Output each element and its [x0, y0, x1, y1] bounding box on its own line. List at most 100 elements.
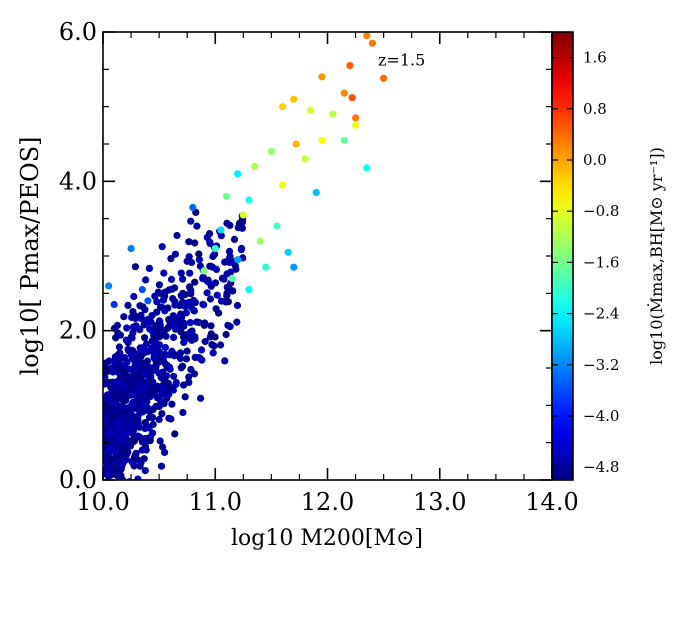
data-point: [225, 255, 233, 263]
data-point: [151, 292, 159, 300]
data-point: [195, 318, 203, 327]
data-point: [301, 155, 309, 163]
data-point: [221, 357, 229, 365]
data-point: [165, 414, 173, 422]
data-point: [113, 378, 122, 386]
data-point: [147, 377, 155, 385]
data-point: [150, 352, 158, 360]
colorbar-tick-label: −4.8: [583, 458, 619, 476]
data-point: [165, 316, 173, 324]
data-point: [179, 408, 187, 417]
data-point: [179, 289, 187, 297]
data-point: [245, 196, 253, 204]
data-point: [145, 413, 153, 422]
data-point: [131, 312, 139, 320]
data-point: [158, 243, 166, 251]
data-point: [224, 321, 232, 329]
data-point: [122, 396, 130, 404]
data-point: [187, 365, 195, 374]
data-point: [267, 147, 275, 156]
data-point: [137, 353, 145, 361]
data-point: [167, 255, 175, 263]
data-point: [135, 423, 143, 431]
data-point: [153, 321, 161, 329]
data-point: [123, 324, 131, 332]
data-point: [290, 263, 298, 271]
x-tick-label: 10.0: [76, 488, 129, 516]
data-point: [128, 391, 136, 399]
data-point: [165, 390, 173, 399]
data-point: [191, 278, 199, 286]
data-point: [136, 302, 144, 310]
data-point: [107, 471, 115, 479]
data-point: [114, 472, 122, 480]
data-point: [182, 355, 191, 363]
data-point: [161, 307, 169, 315]
data-point: [166, 383, 174, 391]
data-point: [143, 318, 151, 327]
data-point: [162, 378, 170, 386]
data-point: [176, 354, 185, 363]
data-point: [115, 364, 123, 372]
data-point: [250, 162, 259, 170]
data-point: [171, 250, 179, 258]
data-point: [232, 265, 240, 273]
data-point: [234, 256, 242, 264]
data-point: [120, 313, 128, 321]
data-point: [115, 458, 123, 466]
data-point: [171, 315, 179, 323]
data-point: [147, 366, 155, 374]
data-point: [103, 391, 112, 400]
data-point: [155, 347, 163, 356]
data-point: [180, 381, 188, 389]
data-point: [352, 114, 360, 122]
data-point: [279, 181, 287, 189]
data-point: [211, 244, 219, 253]
data-point: [185, 238, 193, 246]
data-point: [119, 388, 127, 396]
data-point: [168, 400, 176, 408]
data-point: [158, 410, 166, 418]
data-point: [188, 258, 196, 267]
data-point: [111, 413, 119, 421]
data-point: [103, 359, 110, 367]
data-point: [340, 89, 348, 97]
data-point: [207, 262, 215, 270]
data-point: [154, 394, 162, 402]
data-point: [223, 219, 231, 227]
colorbar-tick-label: 0.0: [583, 151, 607, 169]
data-point: [211, 250, 219, 258]
data-point: [106, 456, 114, 464]
data-point: [153, 298, 161, 306]
data-point: [142, 276, 150, 284]
data-point: [170, 350, 178, 358]
data-point: [177, 269, 185, 277]
data-point: [122, 438, 130, 446]
data-point: [119, 479, 122, 480]
data-point: [171, 284, 179, 292]
data-point: [187, 329, 195, 337]
data-point: [141, 367, 149, 375]
y-tick-label: 0.0: [59, 466, 97, 494]
scatter-points: [103, 32, 388, 480]
data-point: [211, 279, 220, 287]
data-point: [137, 314, 145, 322]
data-point: [217, 341, 225, 349]
data-point: [132, 449, 140, 457]
data-point: [204, 276, 212, 284]
data-point: [103, 437, 111, 445]
data-point: [195, 250, 203, 258]
data-point: [105, 429, 114, 437]
data-point: [193, 222, 201, 230]
data-point: [186, 269, 194, 277]
data-point: [155, 341, 164, 349]
data-point: [159, 384, 167, 392]
data-point: [179, 275, 187, 283]
data-point: [141, 334, 149, 342]
data-point: [159, 443, 167, 451]
data-point: [138, 286, 146, 294]
data-point: [217, 226, 225, 234]
data-point: [167, 275, 176, 283]
data-point: [165, 363, 173, 371]
data-point: [181, 393, 189, 401]
